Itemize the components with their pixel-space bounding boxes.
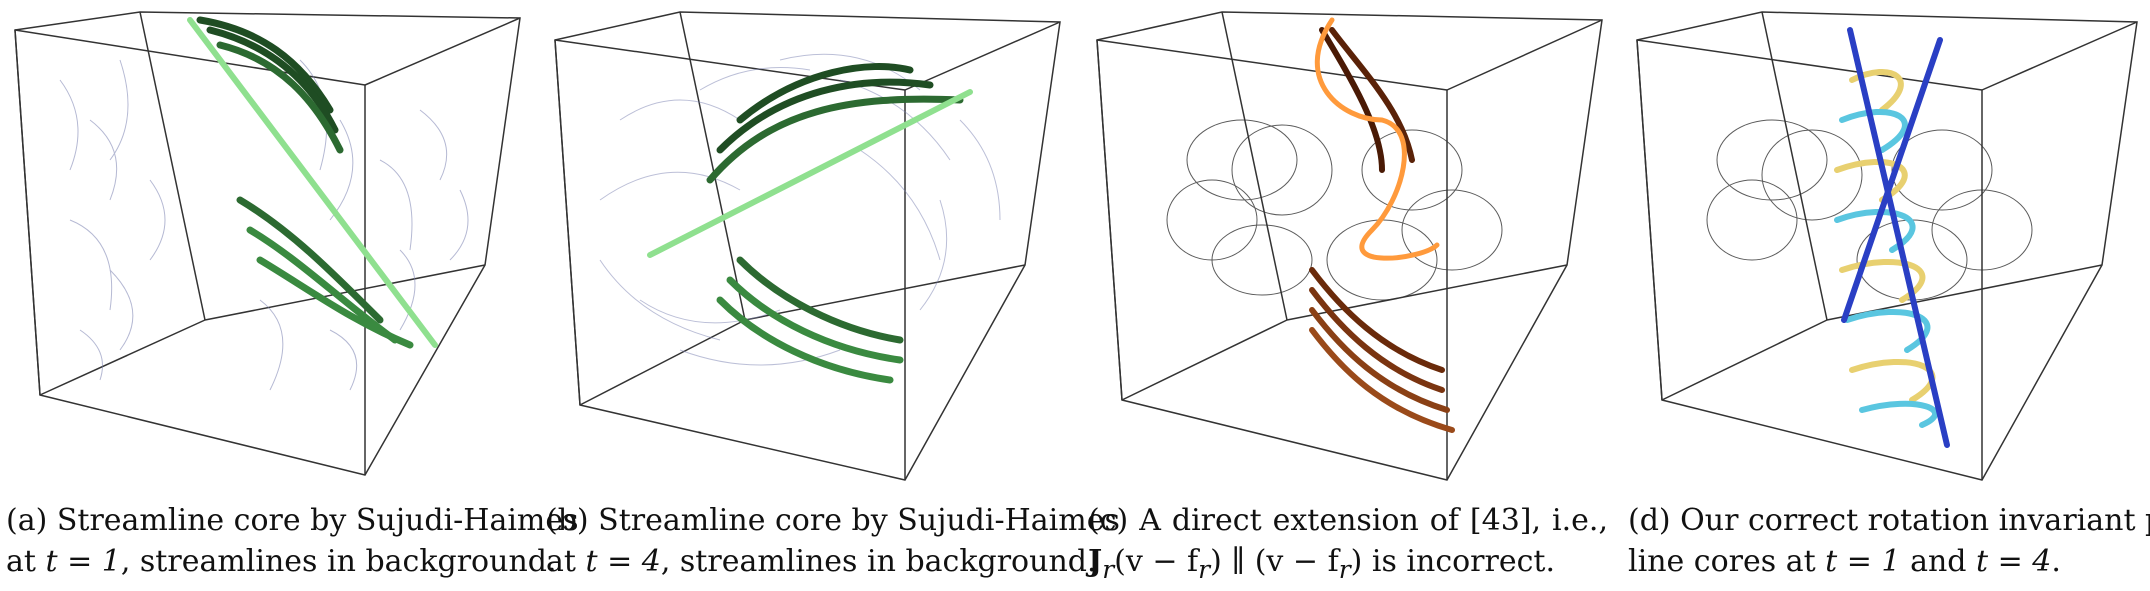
caption-d: (d) Our correct rotation invariant path-…	[1628, 500, 2150, 582]
bounding-box	[1636, 11, 2138, 481]
caption-line2-pre: at	[6, 544, 46, 579]
orange-core-tubes	[1309, 17, 1455, 433]
caption-math: t = 1	[1825, 544, 1901, 579]
helix-tubes	[1834, 27, 1950, 448]
caption-a: (a) Streamline core by Sujudi-Haimes at …	[6, 500, 579, 582]
green-core-tubes	[187, 16, 438, 349]
panel-d: (d) Our correct rotation invariant path-…	[1622, 0, 2150, 591]
caption-math: t = 1	[45, 544, 121, 579]
bounding-box	[14, 11, 521, 476]
bounding-box	[1096, 11, 1603, 481]
panel-b-render	[554, 11, 1061, 481]
caption-sub3: r	[1338, 555, 1351, 584]
panel-d-render	[1636, 11, 2138, 481]
caption-line1: Streamline core by Sujudi-Haimes	[56, 503, 579, 538]
panel-b: (b) Streamline core by Sujudi-Haimes at …	[540, 0, 1120, 591]
panel-a-render	[14, 11, 521, 476]
caption-label: (a)	[6, 503, 48, 538]
panel-a: (a) Streamline core by Sujudi-Haimes at …	[0, 0, 579, 591]
caption-line2-post: .	[2051, 544, 2061, 579]
caption-line1: A direct extension of [43], i.e.,	[1139, 503, 1608, 538]
caption-line2-post: , streamlines in background.	[660, 544, 1097, 579]
caption-math2: t = 4	[1976, 544, 2052, 579]
caption-math-J: J	[1088, 544, 1103, 579]
caption-line2-post: , streamlines in background.	[120, 544, 557, 579]
caption-math: t = 4	[585, 544, 661, 579]
background-streamlines	[1166, 119, 1503, 301]
caption-line1: Our correct rotation invariant path-	[1680, 503, 2150, 538]
caption-line2-mid: and	[1900, 544, 1977, 579]
caption-label: (b)	[546, 503, 589, 538]
caption-line1: Streamline core by Sujudi-Haimes	[598, 503, 1120, 538]
caption-expr: (v − f	[1114, 544, 1199, 579]
caption-line2-pre: line cores at	[1628, 544, 1826, 579]
caption-label: (d)	[1628, 503, 1671, 538]
caption-expr2: ) ∥ (v − f	[1210, 544, 1339, 579]
caption-sub: r	[1102, 555, 1115, 584]
caption-b: (b) Streamline core by Sujudi-Haimes at …	[546, 500, 1120, 582]
caption-sub2: r	[1198, 555, 1211, 584]
panel-c-render	[1096, 11, 1603, 481]
caption-line2-pre: at	[546, 544, 586, 579]
caption-label: (c)	[1088, 503, 1129, 538]
panel-c: (c) A direct extension of [43], i.e., Jr…	[1082, 0, 1612, 591]
caption-c: (c) A direct extension of [43], i.e., Jr…	[1088, 500, 1608, 590]
background-streamlines	[59, 59, 469, 391]
caption-line2-post: ) is incorrect.	[1350, 544, 1556, 579]
green-core-tubes	[647, 63, 973, 384]
